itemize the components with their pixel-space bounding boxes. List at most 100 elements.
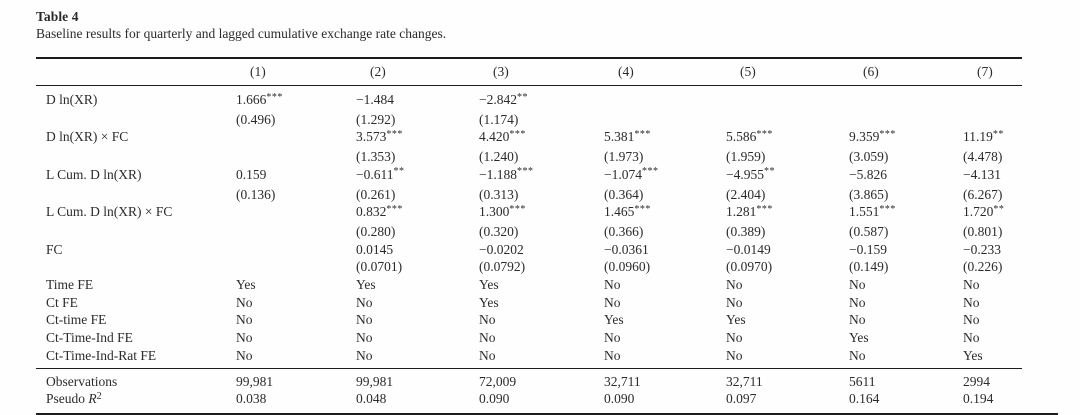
- column-header: (4): [618, 64, 634, 79]
- row-label: Pseudo R2: [36, 390, 236, 415]
- data-cell: [236, 258, 356, 276]
- row-label: [36, 186, 236, 204]
- significance-stars: ***: [266, 91, 283, 103]
- data-cell: No: [604, 330, 621, 346]
- data-cell: Yes: [479, 277, 499, 293]
- data-cell: Yes: [236, 277, 256, 293]
- data-cell: 5611: [849, 373, 876, 389]
- table-row: (0.0701) (0.0792) (0.0960) (0.0970) (0.149) (…: [36, 258, 1022, 276]
- footer-row: Pseudo R2 0.038 0.048 0.090 0.090 0.097 0.164 0…: [36, 390, 1022, 415]
- data-cell: 3.573***: [356, 128, 479, 148]
- table-row: Ct-time FE No No No Yes Yes No No: [36, 311, 1022, 329]
- data-cell: (1.174): [479, 111, 519, 127]
- data-cell: [963, 111, 1022, 129]
- data-cell: 1.281***: [726, 203, 849, 223]
- row-label-segment: Pseudo: [46, 391, 89, 407]
- significance-stars: ***: [509, 128, 526, 140]
- data-cell: −0.611**: [356, 166, 479, 186]
- data-cell: 5.586***: [726, 128, 849, 148]
- data-cell: Yes: [849, 330, 869, 346]
- data-cell: No: [849, 277, 866, 293]
- data-cell: −0.0361: [604, 241, 649, 257]
- data-cell: 1.720**: [963, 203, 1022, 223]
- coefficient-value: 1.720: [963, 204, 994, 220]
- data-cell: [236, 203, 356, 223]
- data-cell: (4.478): [963, 149, 1003, 165]
- data-cell: (0.149): [849, 259, 889, 275]
- data-cell: No: [479, 312, 496, 328]
- data-cell: 0.097: [726, 391, 757, 407]
- data-cell: No: [849, 347, 866, 363]
- data-cell: (6.267): [963, 186, 1003, 202]
- coefficient-value: 1.300: [479, 204, 510, 220]
- data-cell: 99,981: [236, 373, 274, 389]
- data-cell: [236, 148, 356, 166]
- row-label: [36, 223, 236, 241]
- data-cell: 0.832***: [356, 203, 479, 223]
- table-body: D ln(XR) 1.666*** −1.484 −2.842** (0.496) (1.…: [36, 86, 1022, 369]
- data-cell: [849, 111, 963, 129]
- data-cell: [236, 241, 356, 259]
- significance-stars: **: [992, 128, 1004, 140]
- coefficient-value: 9.359: [849, 129, 880, 145]
- data-cell: 1.551***: [849, 203, 963, 223]
- table-row: (1.353) (1.240) (1.973) (1.959) (3.059) (4.47…: [36, 148, 1022, 166]
- column-header: (3): [493, 64, 509, 79]
- data-cell: Yes: [356, 277, 376, 293]
- data-cell: −0.159: [849, 241, 887, 257]
- data-cell: [236, 128, 356, 148]
- data-cell: [963, 86, 1022, 111]
- data-cell: [726, 111, 849, 129]
- table-row: Ct-Time-Ind FE No No No No No Yes No: [36, 329, 1022, 347]
- data-cell: (0.364): [604, 186, 644, 202]
- data-cell: No: [963, 294, 980, 310]
- significance-stars: ***: [879, 203, 896, 215]
- footer-row: Observations 99,981 99,981 72,009 32,711 32,7…: [36, 368, 1022, 390]
- table-row: D ln(XR) 1.666*** −1.484 −2.842**: [36, 86, 1022, 111]
- data-cell: (1.240): [479, 149, 519, 165]
- row-label-segment: R: [88, 391, 97, 407]
- data-cell: (0.0792): [479, 259, 526, 275]
- data-cell: No: [849, 312, 866, 328]
- data-cell: 32,711: [726, 373, 763, 389]
- data-cell: No: [849, 294, 866, 310]
- data-cell: 0.194: [963, 391, 994, 407]
- column-header: (1): [250, 64, 266, 79]
- data-cell: (2.404): [726, 186, 766, 202]
- data-cell: Yes: [604, 312, 624, 328]
- data-cell: No: [356, 347, 373, 363]
- data-cell: (0.280): [356, 223, 396, 239]
- data-cell: Yes: [963, 347, 983, 363]
- significance-stars: **: [517, 91, 528, 103]
- row-label: [36, 111, 236, 129]
- table-row: Time FE Yes Yes Yes No No No No: [36, 276, 1022, 294]
- data-cell: (3.865): [849, 186, 889, 202]
- data-cell: 2994: [963, 373, 990, 389]
- data-cell: (0.801): [963, 223, 1003, 239]
- data-cell: (0.0960): [604, 259, 651, 275]
- data-cell: (0.261): [356, 186, 396, 202]
- data-cell: (0.320): [479, 223, 519, 239]
- table-row: Ct-Time-Ind-Rat FE No No No No No No Yes: [36, 347, 1022, 369]
- data-cell: No: [604, 277, 621, 293]
- data-cell: −1.188***: [479, 166, 604, 186]
- data-cell: −1.074***: [604, 166, 726, 186]
- table-caption: Baseline results for quarterly and lagge…: [36, 26, 447, 41]
- data-cell: 32,711: [604, 373, 641, 389]
- significance-stars: ***: [642, 166, 659, 178]
- data-cell: No: [726, 277, 743, 293]
- row-label-segment: 2: [96, 390, 102, 402]
- data-cell: No: [236, 294, 253, 310]
- row-label: Ct-time FE: [46, 312, 107, 328]
- data-cell: No: [236, 347, 253, 363]
- table-row: (0.136) (0.261) (0.313) (0.364) (2.404) (3.86…: [36, 186, 1022, 204]
- data-cell: 0.038: [236, 391, 267, 407]
- coefficient-value: 5.586: [726, 129, 757, 145]
- coefficient-value: 0.832: [356, 204, 387, 220]
- significance-stars: ***: [386, 203, 403, 215]
- row-label: Ct-Time-Ind FE: [46, 330, 133, 346]
- data-cell: (0.366): [604, 223, 644, 239]
- table-row: FC 0.0145 −0.0202 −0.0361 −0.0149 −0.159 −0.23…: [36, 241, 1022, 259]
- data-cell: 9.359***: [849, 128, 963, 148]
- data-cell: No: [963, 330, 980, 346]
